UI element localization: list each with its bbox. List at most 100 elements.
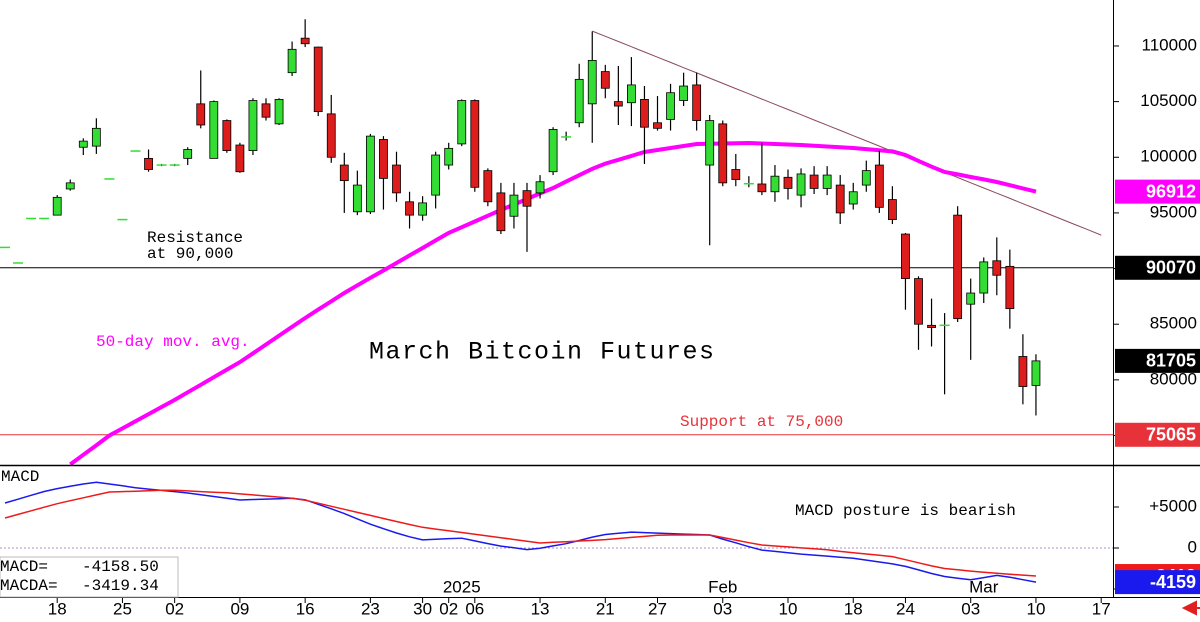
x-tick-label: 03 <box>713 599 732 618</box>
candle-body <box>405 201 414 216</box>
candle-body <box>783 176 793 189</box>
x-tick-label: 21 <box>596 599 615 618</box>
x-tick-label: 18 <box>48 599 67 618</box>
x-tick-label: 23 <box>361 599 380 618</box>
scroll-arrow[interactable] <box>1181 600 1200 616</box>
x-tick-label: 25 <box>113 599 132 618</box>
candle-body <box>352 184 362 213</box>
candle-body <box>287 48 297 74</box>
candle-body <box>418 202 428 216</box>
x-tick-label: 02 <box>439 599 458 618</box>
candle-body <box>431 154 441 196</box>
x-tick-label: 27 <box>648 599 667 618</box>
readout-value: -3419.34 <box>82 577 159 595</box>
candle-body <box>1031 360 1041 386</box>
value-box <box>1115 422 1200 447</box>
candle-body <box>574 78 584 124</box>
candle-body <box>979 261 989 294</box>
candle-body <box>535 181 545 194</box>
candle-body <box>235 144 245 173</box>
value-box <box>1115 255 1200 280</box>
candle-body <box>992 260 1002 276</box>
candle-body <box>313 46 323 113</box>
candle-body <box>809 174 819 189</box>
candle-body <box>640 98 649 128</box>
candle-body <box>692 84 702 121</box>
candle-body <box>222 120 232 151</box>
candle-body <box>365 135 375 213</box>
candle-body <box>966 292 976 305</box>
candle-body <box>731 169 741 180</box>
candle-body <box>822 174 832 189</box>
candle-body <box>548 129 558 173</box>
candle-body <box>653 122 662 129</box>
x-tick-label: 09 <box>230 599 249 618</box>
x-tick-label: 30 <box>413 599 432 618</box>
candle-body <box>718 123 728 184</box>
overlays: 96912900707506581705-3419-4159MACD=-4158… <box>0 179 1200 598</box>
candle-body <box>300 37 310 45</box>
month-label: Feb <box>708 577 737 596</box>
candle-body <box>705 120 715 166</box>
candle-body <box>209 101 219 159</box>
candle-body <box>483 170 493 203</box>
candle-body <box>470 100 480 188</box>
candle-body <box>379 139 388 179</box>
macd-line <box>4 481 1037 583</box>
value-box-label: -4159 <box>1150 572 1196 592</box>
candle-body <box>914 278 923 325</box>
y-tick-label: 95000 <box>1150 202 1197 221</box>
annotation: Resistance <box>147 229 243 247</box>
trendline <box>592 30 1102 236</box>
value-box-label: 90070 <box>1146 258 1196 278</box>
candle-body <box>770 175 780 193</box>
moving-average <box>69 140 1037 465</box>
candle-body <box>796 173 806 196</box>
y-tick-label: 85000 <box>1150 314 1197 333</box>
candle-body <box>144 157 153 170</box>
value-box-label: 75065 <box>1146 425 1196 445</box>
candle-body <box>444 147 454 166</box>
y-tick-label: 105000 <box>1140 91 1197 110</box>
candle-body <box>339 164 349 182</box>
readout-box <box>0 556 179 598</box>
candle-body <box>496 192 506 232</box>
panel-title: MACD <box>1 468 39 486</box>
candle-body <box>1005 265 1015 310</box>
value-box <box>1115 570 1200 595</box>
x-tick-label: 16 <box>296 599 315 618</box>
candle-body <box>248 100 258 151</box>
month-label: Mar <box>969 577 999 596</box>
candle-body <box>627 84 636 104</box>
candle-body <box>861 170 871 186</box>
candle-body <box>848 191 858 205</box>
candle-body <box>927 324 936 328</box>
y-tick-label: 0 <box>1188 537 1197 556</box>
annotation: Support at 75,000 <box>680 413 843 431</box>
candle-body <box>522 190 532 207</box>
x-tick-label: 17 <box>1092 599 1111 618</box>
x-tick-label: 18 <box>844 599 863 618</box>
value-box-label: 96912 <box>1146 181 1196 201</box>
y-tick-label: 110000 <box>1142 35 1197 54</box>
ma-label: 50-day mov. avg. <box>96 333 250 351</box>
macd-line <box>4 489 1037 577</box>
candle-body <box>901 233 910 279</box>
month-label: 2025 <box>443 577 481 596</box>
candle-body <box>196 103 206 126</box>
x-tick-label: 24 <box>896 599 915 618</box>
candle-body <box>274 98 284 125</box>
candle-body <box>874 164 884 208</box>
candle-body <box>392 164 401 194</box>
x-tick-label: 02 <box>165 599 184 618</box>
readout-name: MACD= <box>0 558 48 576</box>
value-box-label: 81705 <box>1146 351 1196 371</box>
candle-body <box>600 71 610 89</box>
x-tick-label: 03 <box>961 599 980 618</box>
value-box <box>1115 179 1200 204</box>
x-tick-label: 06 <box>465 599 484 618</box>
x-tick-label: 13 <box>531 599 550 618</box>
candle-body <box>757 183 767 193</box>
